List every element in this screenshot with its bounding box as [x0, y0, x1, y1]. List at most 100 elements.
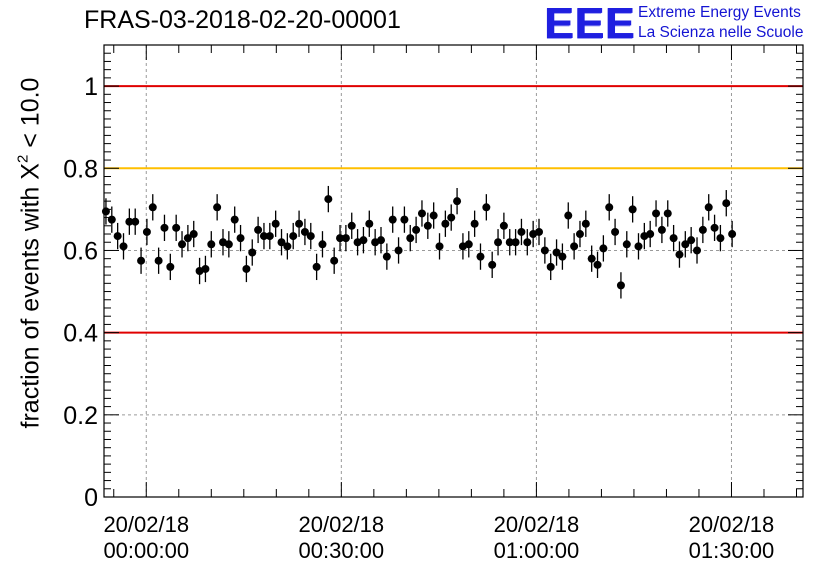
data-point-4 — [125, 217, 134, 226]
data-point-13 — [178, 240, 187, 249]
data-point-80 — [570, 242, 579, 251]
data-point-65 — [482, 203, 491, 212]
y-tick-label-2: 0.4 — [63, 320, 98, 348]
data-point-41 — [341, 234, 350, 243]
x-tick-time-0: 00:00:00 — [103, 538, 189, 563]
data-point-52 — [406, 234, 415, 243]
data-point-95 — [657, 225, 666, 234]
data-point-17 — [201, 264, 210, 273]
data-point-9 — [154, 256, 163, 265]
data-point-82 — [581, 219, 590, 228]
data-point-99 — [681, 240, 690, 249]
logo-line-2: La Scienza nelle Scuole — [638, 24, 804, 41]
data-point-25 — [248, 248, 257, 257]
data-point-62 — [464, 240, 473, 249]
data-point-98 — [675, 250, 684, 259]
data-point-34 — [300, 227, 309, 236]
data-point-105 — [716, 234, 725, 243]
data-point-33 — [295, 219, 304, 228]
data-point-42 — [347, 221, 356, 230]
data-point-27 — [259, 232, 268, 241]
data-point-10 — [160, 223, 169, 232]
data-point-81 — [575, 230, 584, 239]
data-point-78 — [558, 252, 567, 261]
data-point-103 — [704, 203, 713, 212]
x-tick-date-0: 20/02/18 — [103, 512, 189, 537]
data-point-53 — [412, 225, 421, 234]
data-point-79 — [564, 211, 573, 220]
data-point-101 — [693, 246, 702, 255]
data-point-58 — [441, 219, 450, 228]
data-point-57 — [435, 242, 444, 251]
data-point-48 — [382, 252, 391, 261]
y-tick-label-0: 0 — [84, 484, 98, 512]
data-point-86 — [605, 203, 614, 212]
data-point-94 — [652, 209, 661, 218]
data-point-12 — [172, 223, 181, 232]
x-tick-date-1: 20/02/18 — [299, 512, 385, 537]
data-point-68 — [499, 221, 508, 230]
data-point-64 — [476, 252, 485, 261]
data-point-74 — [535, 227, 544, 236]
data-point-70 — [511, 238, 520, 247]
x-tick-date-3: 20/02/18 — [689, 512, 775, 537]
x-tick-time-3: 01:30:00 — [689, 538, 775, 563]
data-point-87 — [611, 227, 620, 236]
data-point-69 — [505, 238, 514, 247]
data-point-28 — [265, 232, 274, 241]
plot-frame — [103, 44, 804, 498]
data-point-49 — [388, 215, 397, 224]
data-point-11 — [166, 262, 175, 271]
y-tick-label-4: 0.8 — [63, 155, 98, 183]
data-point-84 — [593, 260, 602, 269]
data-point-96 — [663, 209, 672, 218]
data-point-67 — [494, 238, 503, 247]
data-point-50 — [394, 246, 403, 255]
data-point-88 — [616, 281, 625, 290]
data-point-75 — [540, 246, 549, 255]
data-point-39 — [330, 256, 339, 265]
data-point-45 — [365, 219, 374, 228]
y-tick-label-5: 1 — [84, 73, 98, 101]
data-point-21 — [224, 240, 233, 249]
data-point-44 — [359, 236, 368, 245]
data-point-85 — [599, 244, 608, 253]
data-point-35 — [306, 232, 315, 241]
data-point-54 — [417, 209, 426, 218]
data-point-89 — [622, 240, 631, 249]
logo-line-1: Extreme Energy Events — [638, 4, 801, 21]
data-point-29 — [271, 219, 280, 228]
data-point-51 — [400, 215, 409, 224]
data-point-60 — [453, 197, 462, 206]
data-point-106 — [722, 199, 731, 208]
data-point-31 — [283, 242, 292, 251]
data-point-18 — [207, 240, 216, 249]
data-point-66 — [488, 260, 497, 269]
data-point-7 — [142, 227, 151, 236]
data-point-26 — [254, 225, 263, 234]
data-point-71 — [517, 227, 526, 236]
x-tick-time-2: 01:00:00 — [494, 538, 580, 563]
data-point-93 — [646, 230, 655, 239]
data-point-72 — [523, 238, 532, 247]
data-point-23 — [236, 234, 245, 243]
data-point-102 — [698, 225, 707, 234]
y-tick-label-1: 0.2 — [63, 402, 98, 430]
data-point-107 — [728, 230, 737, 239]
data-point-63 — [470, 219, 479, 228]
data-point-19 — [213, 203, 222, 212]
data-point-40 — [336, 234, 345, 243]
eee-logo-mark: EEE — [544, 0, 636, 48]
data-point-90 — [628, 205, 637, 214]
data-point-24 — [242, 264, 251, 273]
data-point-104 — [710, 223, 719, 232]
x-tick-time-1: 00:30:00 — [299, 538, 385, 563]
data-point-76 — [546, 262, 555, 271]
data-point-100 — [687, 236, 696, 245]
data-point-5 — [131, 217, 140, 226]
data-point-3 — [119, 242, 128, 251]
x-tick-date-2: 20/02/18 — [494, 512, 580, 537]
data-point-91 — [634, 242, 643, 251]
data-point-38 — [324, 195, 333, 204]
